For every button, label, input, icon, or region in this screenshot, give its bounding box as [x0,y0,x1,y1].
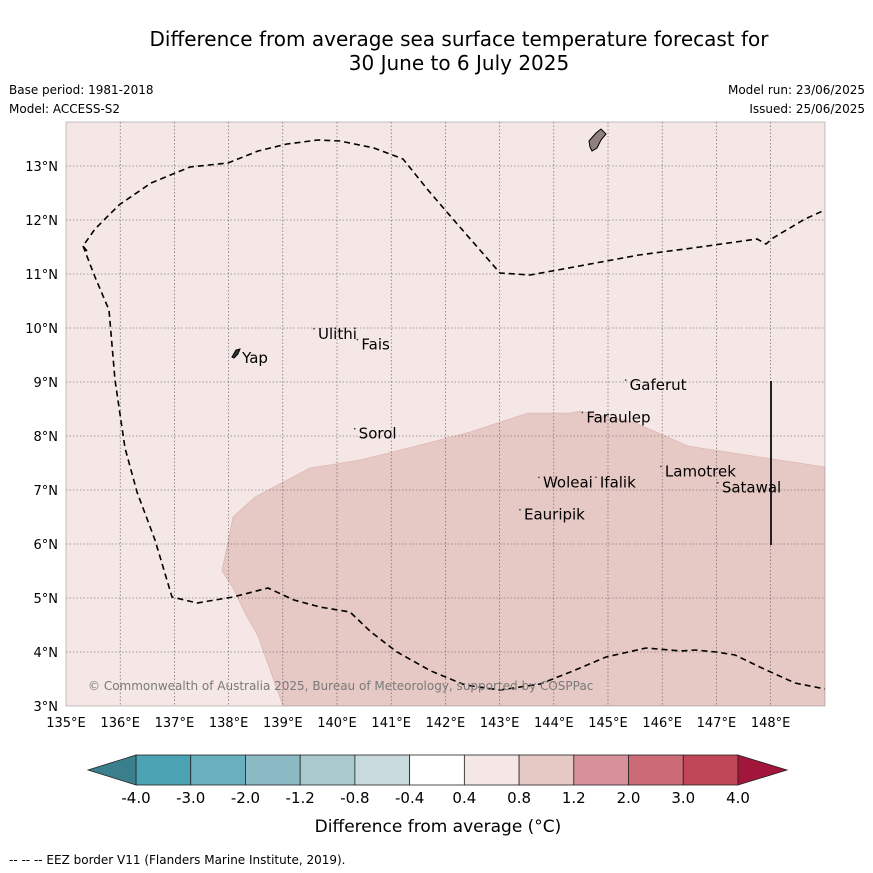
colorbar-segment [354,754,411,786]
lat-tick-label: 5°N [34,592,59,607]
place-label: Sorol [359,425,397,443]
colorbar-title: Difference from average (°C) [315,817,562,837]
colorbar-segment [573,754,629,786]
colorbar-tick-label: 4.0 [726,789,750,807]
yap-island [231,348,241,359]
model-run: Model run: 23/06/2025 [727,83,865,97]
issued-date: Issued: 25/06/2025 [749,102,865,116]
colorbar-tick-label: -0.4 [395,789,424,807]
colorbar-segment [190,754,246,786]
eez-border-south [82,245,825,691]
colorbar-right-extend [737,754,789,786]
lat-tick-label: 7°N [34,484,59,499]
meta-left: Base period: 1981-2018 Model: ACCESS-S2 [9,81,154,119]
place-label: Ifalik [600,473,636,491]
lon-tick-label: 141°E [371,716,411,731]
colorbar-tick-label: -0.8 [340,789,369,807]
place-label: Gaferut [630,376,687,394]
place-label: Lamotrek [665,463,736,481]
colorbar-tick-label: -2.0 [231,789,260,807]
place-label: Yap [241,349,268,367]
colorbar-tick-label: 0.4 [452,789,476,807]
colorbar: -4.0 -3.0 -2.0 -1.2 -0.8 -0.4 0.4 0.8 1.2 2.0 3.0 4… [86,754,789,807]
place-marker [581,411,584,414]
colorbar-segment [299,754,356,786]
place-label: Satawal [722,479,781,497]
lon-tick-label: 144°E [534,716,574,731]
lat-tick-label: 9°N [34,376,59,391]
place-marker [595,476,597,479]
lat-tick-label: 11°N [25,268,58,283]
place-marker [624,379,627,381]
place-marker [356,338,359,341]
colorbar-segment [245,754,301,786]
colorbar-segment [518,754,575,786]
place-label: Eauripik [524,506,585,524]
chart-title: Difference from average sea surface temp… [0,27,873,75]
lon-tick-label: 136°E [100,716,140,731]
lon-tick-label: 140°E [317,716,357,731]
colorbar-tick-label: 3.0 [671,789,695,807]
lon-tick-label: 143°E [480,716,520,731]
lon-tick-label: 137°E [155,716,195,731]
place-label: Faraulep [586,409,650,427]
plot-frame [65,121,826,707]
lat-tick-label: 12°N [25,214,58,229]
lat-tick-label: 8°N [34,430,59,445]
colorbar-segment [135,754,192,786]
colorbar-left-extend [86,754,137,786]
model-name: Model: ACCESS-S2 [9,102,121,116]
place-label: Fais [361,336,390,354]
warm-anomaly-region [221,410,825,706]
lon-tick-label: 148°E [751,716,791,731]
colorbar-segment [409,754,465,786]
place-marker [538,476,540,479]
place-marker [237,352,239,354]
lon-tick-label: 139°E [263,716,303,731]
lon-tick-label: 135°E [46,716,86,731]
eez-border-north [81,139,825,276]
colorbar-tick-label: -1.2 [286,789,315,807]
colorbar-tick-label: -3.0 [176,789,205,807]
eez-footnote: -- -- -- EEZ border V11 (Flanders Marine… [9,853,346,867]
lat-tick-label: 3°N [34,700,59,715]
copyright-text: © Commonwealth of Australia 2025, Bureau… [88,679,593,693]
colorbar-segment [682,754,739,786]
lat-tick-label: 6°N [34,538,59,553]
place-label: Woleai [543,473,593,491]
longitude-tick-labels: 135°E 136°E 137°E 138°E 139°E 140°E 141°E 142°E… [46,716,790,731]
place-marker [717,481,719,484]
title-line-1: Difference from average sea surface temp… [149,27,769,51]
meta-right: Model run: 23/06/2025 Issued: 25/06/2025 [728,81,865,119]
lon-tick-label: 145°E [588,716,628,731]
lat-tick-label: 10°N [25,322,58,337]
guam-island [588,128,607,152]
colorbar-tick-label: 1.2 [562,789,586,807]
colorbar-tick-label: 0.8 [507,789,531,807]
colorbar-tick-label: 2.0 [617,789,641,807]
colorbar-segment [463,754,520,786]
lon-tick-label: 147°E [697,716,737,731]
place-marker [660,465,662,468]
latitude-tick-labels: 3°N 4°N 5°N 6°N 7°N 8°N 9°N 10°N 11°N 12°N 13°N [25,160,58,715]
lon-tick-label: 138°E [209,716,249,731]
lat-tick-label: 13°N [25,160,58,175]
lat-tick-label: 4°N [34,646,59,661]
grid-lines [66,122,825,706]
colorbar-segment [628,754,684,786]
place-marker [353,427,356,430]
base-period: Base period: 1981-2018 [9,83,154,97]
lon-tick-label: 146°E [642,716,682,731]
place-marker [519,508,521,511]
title-line-2: 30 June to 6 July 2025 [348,51,570,75]
colorbar-tick-label: -4.0 [121,789,150,807]
place-label: Ulithi [318,325,357,343]
lon-tick-label: 142°E [426,716,466,731]
place-marker [313,328,315,330]
